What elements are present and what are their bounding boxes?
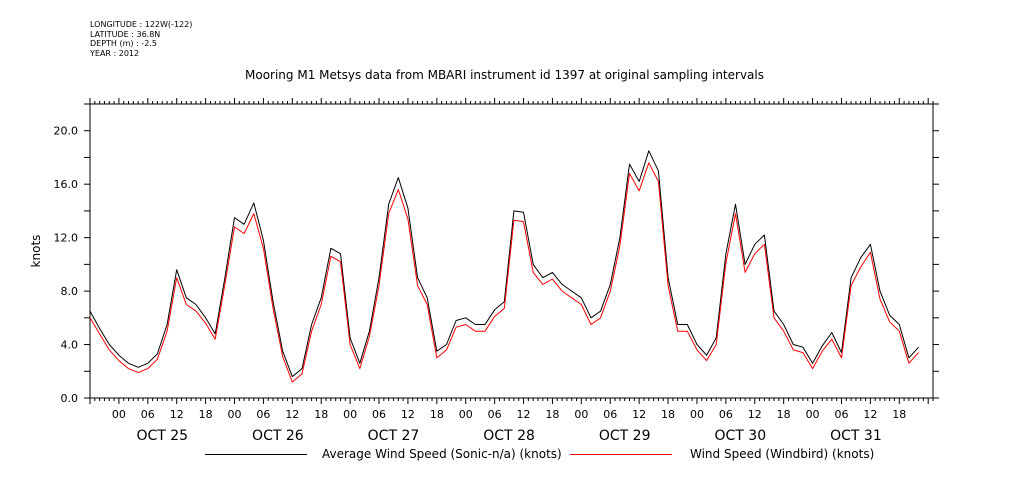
x-hour-label: 00 [112,408,126,421]
depth-text: DEPTH (m) : -2.5 [90,39,157,48]
y-tick-label: 0.0 [61,392,79,405]
x-hour-label: 18 [777,408,791,421]
x-hour-label: 12 [748,408,762,421]
y-tick-label: 4.0 [61,339,79,352]
legend-line-average-wind [205,454,307,455]
x-day-label: OCT 29 [599,428,651,444]
y-tick-label: 12.0 [54,232,79,245]
x-hour-label: 00 [343,408,357,421]
x-hour-label: 12 [401,408,415,421]
x-day-label: OCT 28 [483,428,535,444]
x-hour-label: 18 [199,408,213,421]
x-hour-label: 06 [719,408,733,421]
latitude-text: LATITUDE : 36.8N [90,29,161,39]
x-hour-label: 00 [574,408,588,421]
x-hour-label: 18 [430,408,444,421]
x-hour-label: 00 [228,408,242,421]
x-hour-label: 18 [892,408,906,421]
x-day-label: OCT 25 [136,428,188,444]
x-day-label: OCT 31 [830,428,882,444]
y-tick-label: 20.0 [54,125,79,138]
x-hour-label: 06 [603,408,617,421]
x-hour-label: 18 [314,408,328,421]
x-hour-label: 06 [141,408,155,421]
x-hour-label: 12 [863,408,877,421]
y-axis-label: knots [29,235,43,268]
y-tick-label: 8.0 [61,285,79,298]
x-hour-label: 06 [834,408,848,421]
legend-line-windbird [570,454,672,455]
legend: Average Wind Speed (Sonic-n/a) (knots) W… [0,445,1009,465]
x-hour-label: 12 [170,408,184,421]
y-tick-label: 16.0 [54,178,79,191]
x-hour-label: 06 [256,408,270,421]
series-line-windbird [89,162,919,383]
x-hour-label: 12 [632,408,646,421]
legend-label-average-wind: Average Wind Speed (Sonic-n/a) (knots) [322,447,562,461]
legend-label-windbird: Wind Speed (Windbird) (knots) [690,447,875,461]
plot-frame [89,103,934,399]
x-hour-label: 18 [545,408,559,421]
x-hour-label: 12 [285,408,299,421]
x-hour-label: 00 [459,408,473,421]
year-text: YEAR : 2012 [90,48,140,58]
x-hour-label: 18 [661,408,675,421]
x-day-label: OCT 26 [252,428,304,444]
x-day-label: OCT 27 [368,428,420,444]
x-hour-label: 00 [690,408,704,421]
x-hour-label: 06 [372,408,386,421]
x-hour-label: 12 [517,408,531,421]
x-hour-label: 06 [488,408,502,421]
x-day-label: OCT 30 [715,428,767,444]
series-line-average-wind [89,150,919,378]
station-metadata: LONGITUDE : 122W(-122) LATITUDE : 36.8N … [90,20,192,58]
chart-title: Mooring M1 Metsys data from MBARI instru… [245,68,764,82]
x-hour-label: 00 [806,408,820,421]
longitude-text: LONGITUDE : 122W(-122) [90,20,193,29]
